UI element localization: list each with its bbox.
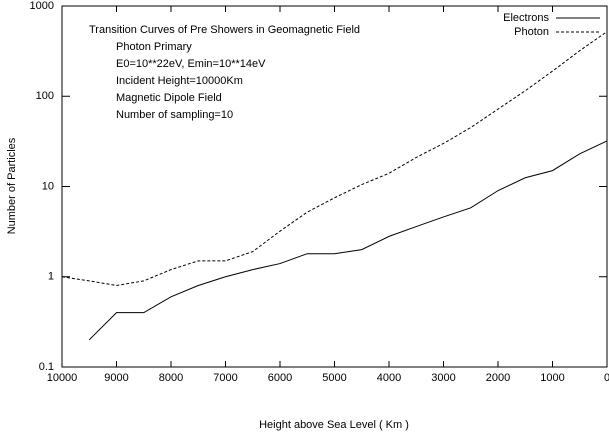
y-tick-label: 1000 [30,0,54,12]
x-tick-label: 6000 [268,372,292,384]
annotation: Photon Primary [116,41,192,53]
legend-label: Photon [514,26,549,38]
series-line [61,31,608,287]
x-tick-label: 1000 [540,372,564,384]
x-tick-label: 3000 [431,372,455,384]
x-tick-label: 4000 [377,372,401,384]
annotation: Transition Curves of Pre Showers in Geom… [89,24,360,36]
x-tick-label: 0 [604,372,609,384]
y-tick-label: 100 [36,90,54,102]
x-tick-label: 2000 [486,372,510,384]
x-tick-label: 5000 [322,372,346,384]
y-axis-label: Number of Particles [6,137,18,234]
series-line [88,140,608,341]
annotation: E0=10**22eV, Emin=10**14eV [116,58,266,70]
annotation: Number of sampling=10 [116,109,233,121]
y-tick-label: 0.1 [39,361,54,373]
y-tick-label: 1 [48,271,54,283]
x-tick-label: 10000 [47,372,78,384]
annotation: Magnetic Dipole Field [116,92,222,104]
legend-label: Electrons [503,12,549,24]
y-tick-label: 10 [42,180,54,192]
x-axis-label: Height above Sea Level ( Km ) [259,419,409,431]
annotation: Incident Height=10000Km [116,75,243,87]
x-tick-label: 8000 [159,372,183,384]
x-tick-label: 9000 [104,372,128,384]
x-tick-label: 7000 [213,372,237,384]
